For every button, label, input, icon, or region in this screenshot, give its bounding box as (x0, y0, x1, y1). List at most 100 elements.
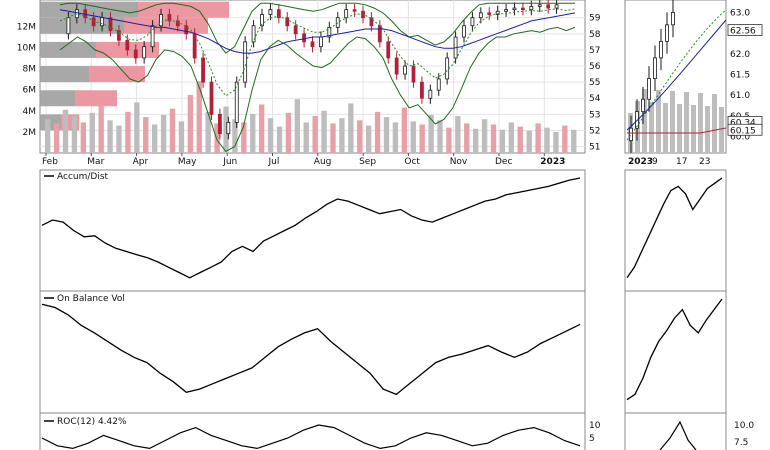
volume-bar (562, 125, 568, 153)
side-volume-bar (663, 103, 668, 153)
volume-bar (223, 106, 229, 153)
volume-bar (276, 126, 283, 153)
side-volume-bar (698, 93, 703, 153)
volume-bar (169, 108, 176, 153)
candle-body (335, 17, 340, 28)
side-price-tick: 63.0 (730, 8, 750, 18)
candle-body (159, 14, 163, 27)
obv-title: On Balance Vol (57, 294, 125, 304)
volume-bar (410, 121, 416, 153)
x-tick-label: Feb (42, 157, 58, 167)
volume-bar (535, 123, 541, 153)
volume-bar (214, 123, 220, 153)
candle-body (512, 7, 517, 11)
volume-bar (241, 122, 247, 153)
candle-body (142, 46, 147, 59)
side-volume-bar (649, 102, 654, 153)
side-volume-bar (719, 107, 724, 153)
candle-body (276, 9, 281, 19)
side-x-tick-label: 17 (676, 157, 687, 167)
candle-body (74, 9, 79, 19)
volume-bar (553, 131, 559, 153)
accum-dist-pane (39, 169, 586, 292)
vbp-up-bar (40, 1, 138, 18)
candle-body (268, 9, 273, 15)
side-volume-bar (656, 90, 661, 153)
x-tick-label: Nov (450, 157, 468, 167)
candle-body (209, 81, 214, 115)
candle-body (293, 25, 298, 35)
price-tick-label: 59 (589, 14, 601, 24)
candle-body (285, 17, 290, 27)
candle-body (411, 65, 416, 83)
volume-bar (383, 117, 390, 153)
volume-bar (321, 110, 327, 153)
volume-bar (392, 122, 399, 153)
volume-bar (490, 124, 497, 153)
side-candle-body (629, 127, 633, 141)
side-candle-body (659, 40, 663, 59)
volume-bar (571, 129, 577, 153)
accum-dist-line (41, 177, 581, 279)
candle-body (234, 81, 239, 123)
slow-sma-line (59, 9, 576, 54)
x-tick-label: Sep (359, 157, 376, 167)
candle-body (462, 25, 466, 38)
volume-bar (366, 125, 372, 153)
x-tick-label: Jul (268, 157, 280, 167)
volume-bar (473, 128, 479, 153)
volume-bar (232, 119, 238, 153)
vbp-up-bar (40, 41, 96, 58)
volume-bar (517, 126, 523, 153)
price-tick-label: 56 (589, 62, 601, 72)
candle-body (226, 122, 231, 135)
volume-bar (116, 125, 122, 153)
volume-bar (437, 120, 443, 153)
volume-bar (160, 115, 167, 153)
side-candle-body (665, 24, 669, 42)
side-candle-body (653, 57, 657, 79)
volume-bar (259, 104, 265, 153)
side-roc-line (659, 420, 697, 450)
candle-body (91, 17, 96, 27)
side-x-tick-label: 23 (699, 157, 710, 167)
side-volume-bar (670, 91, 675, 153)
side-volume-bar (705, 106, 710, 153)
volume-bar (374, 111, 381, 153)
side-x-tick-label: 9 (652, 157, 658, 167)
candle-body (445, 57, 450, 80)
volume-bar (499, 129, 506, 153)
volume-bar (481, 119, 488, 153)
volume-bar (143, 117, 149, 153)
side-roc-pane (624, 412, 727, 450)
volume-bar (205, 111, 211, 153)
side-accum-pane (624, 169, 727, 292)
volume-bar (312, 116, 318, 153)
roc-tick-label: 10 (589, 421, 601, 431)
side-roc-tick: 10.0 (734, 421, 754, 431)
candle-body (117, 30, 121, 41)
volume-bar (285, 112, 292, 153)
x-tick-label: Jun (222, 157, 237, 167)
price-tick-label: 55 (589, 78, 600, 88)
side-price-tick: 61.5 (730, 70, 750, 80)
volume-tick-label: 10M (17, 43, 36, 53)
x-tick-label: 2023 (540, 157, 565, 167)
volume-bar (267, 118, 274, 153)
side-obv-pane (624, 290, 727, 414)
volume-tick-label: 4M (23, 107, 37, 117)
x-tick-label: Aug (314, 157, 332, 167)
volume-bar (71, 116, 78, 153)
upper-band-line (59, 2, 575, 54)
volume-bar (62, 109, 69, 153)
candle-body (150, 25, 155, 48)
candle-body (66, 17, 71, 35)
volume-tick-label: 12M (17, 22, 36, 32)
volume-tick-label: 8M (23, 65, 37, 75)
volume-bar (250, 113, 256, 153)
side-volume-bar (642, 89, 647, 153)
volume-bar (330, 123, 336, 153)
accum-title: Accum/Dist (57, 172, 109, 182)
price-callout-box (727, 24, 763, 37)
